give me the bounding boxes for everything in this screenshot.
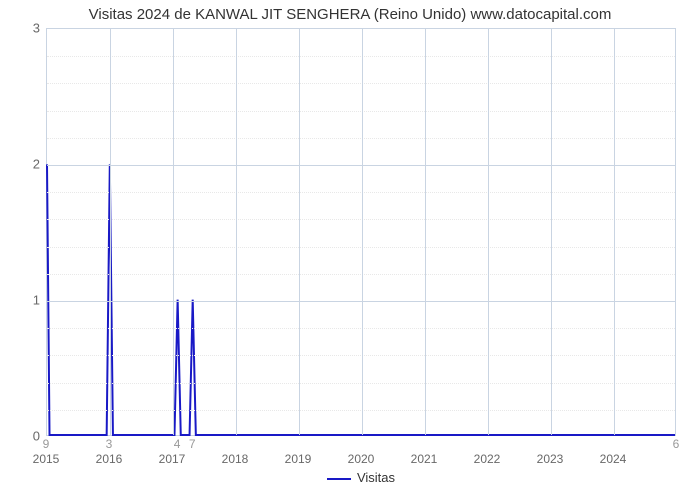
minor-gridline-h [47, 83, 675, 84]
gridline-v [614, 29, 615, 435]
minor-gridline-h [47, 247, 675, 248]
x-tick-label: 2024 [600, 452, 627, 466]
gridline-v [236, 29, 237, 435]
minor-gridline-h [47, 138, 675, 139]
minor-gridline-h [47, 192, 675, 193]
gridline-v [110, 29, 111, 435]
gridline-h [47, 165, 675, 166]
legend-label: Visitas [357, 470, 395, 485]
gridline-v [425, 29, 426, 435]
minor-gridline-h [47, 219, 675, 220]
data-point-label: 9 [43, 437, 50, 451]
x-tick-label: 2016 [96, 452, 123, 466]
data-point-label: 4 [174, 437, 181, 451]
x-tick-label: 2023 [537, 452, 564, 466]
x-tick-label: 2017 [159, 452, 186, 466]
minor-gridline-h [47, 328, 675, 329]
chart-title: Visitas 2024 de KANWAL JIT SENGHERA (Rei… [0, 6, 700, 23]
x-tick-label: 2020 [348, 452, 375, 466]
gridline-v [362, 29, 363, 435]
plot-area [46, 28, 676, 436]
gridline-v [488, 29, 489, 435]
data-point-label: 3 [106, 437, 113, 451]
legend-swatch [327, 478, 351, 480]
gridline-v [173, 29, 174, 435]
minor-gridline-h [47, 111, 675, 112]
y-tick-label: 0 [10, 429, 40, 444]
data-point-label: 7 [189, 437, 196, 451]
minor-gridline-h [47, 56, 675, 57]
minor-gridline-h [47, 355, 675, 356]
y-tick-label: 1 [10, 293, 40, 308]
gridline-v [551, 29, 552, 435]
x-tick-label: 2022 [474, 452, 501, 466]
minor-gridline-h [47, 274, 675, 275]
minor-gridline-h [47, 410, 675, 411]
legend: Visitas [46, 470, 676, 485]
gridline-h [47, 301, 675, 302]
gridline-v [299, 29, 300, 435]
y-tick-label: 3 [10, 21, 40, 36]
y-tick-label: 2 [10, 157, 40, 172]
x-tick-label: 2021 [411, 452, 438, 466]
minor-gridline-h [47, 383, 675, 384]
data-point-label: 6 [673, 437, 680, 451]
x-tick-label: 2015 [33, 452, 60, 466]
chart-container: Visitas 2024 de KANWAL JIT SENGHERA (Rei… [0, 0, 700, 500]
x-tick-label: 2018 [222, 452, 249, 466]
line-series [47, 29, 675, 435]
x-tick-label: 2019 [285, 452, 312, 466]
